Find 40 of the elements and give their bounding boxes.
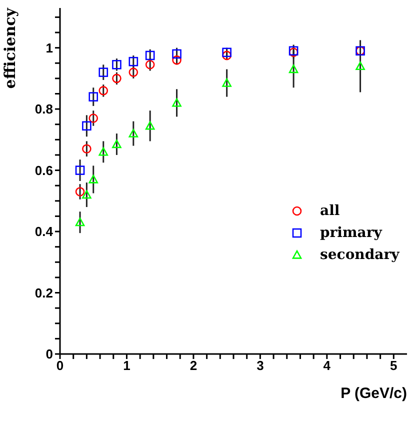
- point: [128, 128, 138, 138]
- x-tick-label: 1: [123, 358, 130, 374]
- point: [172, 55, 182, 65]
- point: [98, 68, 108, 77]
- x-tick-label: 2: [190, 358, 198, 374]
- point: [75, 166, 85, 175]
- x-tick-label: 3: [256, 358, 264, 374]
- x-tick-label: 0: [56, 358, 64, 374]
- y-tick-label: 0: [46, 346, 53, 362]
- point: [222, 78, 232, 87]
- point: [112, 140, 122, 148]
- y-tick-label: 1: [46, 40, 53, 56]
- point: [145, 121, 155, 130]
- point: [88, 174, 98, 184]
- point: [222, 50, 232, 60]
- legend-label: secondary: [320, 247, 400, 263]
- point: [356, 62, 365, 70]
- x-tick-label: 5: [390, 358, 398, 374]
- y-tick-label: 0.6: [34, 162, 53, 178]
- x-tick-label: 4: [323, 358, 332, 374]
- x-axis-title: P (GeV/c): [340, 385, 407, 402]
- point: [172, 98, 182, 107]
- point: [98, 86, 108, 96]
- legend-label: all: [320, 203, 340, 219]
- point: [222, 48, 232, 58]
- y-tick-label: 0.4: [34, 224, 54, 240]
- point: [75, 218, 85, 226]
- point: [98, 147, 108, 156]
- point: [75, 187, 85, 196]
- point: [88, 114, 98, 123]
- point: [82, 144, 92, 154]
- legend-label: primary: [320, 225, 382, 241]
- point: [172, 49, 182, 59]
- point: [82, 190, 92, 199]
- y-tick-label: 0.8: [34, 102, 53, 117]
- y-axis-title: efficiency: [1, 6, 20, 89]
- point: [82, 121, 92, 131]
- point: [88, 92, 98, 102]
- point: [288, 64, 298, 74]
- y-tick-label: 0.2: [34, 285, 53, 300]
